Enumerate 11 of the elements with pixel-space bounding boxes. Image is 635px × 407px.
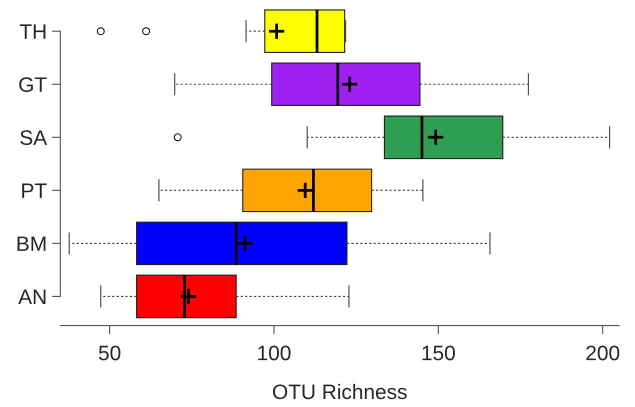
x-tick-label: 100 xyxy=(258,346,291,360)
x-axis-title: OTU Richness xyxy=(272,384,407,400)
y-tick-label: GT xyxy=(19,77,47,92)
y-tick-label: BM xyxy=(18,236,46,251)
y-tick-label: PT xyxy=(22,184,47,198)
y-tick-label: AN xyxy=(18,290,46,304)
x-tick-label: 50 xyxy=(98,346,120,360)
y-tick-label: SA xyxy=(20,130,48,146)
x-tick-label: 200 xyxy=(586,346,620,360)
y-tick-label: TH xyxy=(20,24,46,39)
x-tick-label: 150 xyxy=(422,346,455,360)
